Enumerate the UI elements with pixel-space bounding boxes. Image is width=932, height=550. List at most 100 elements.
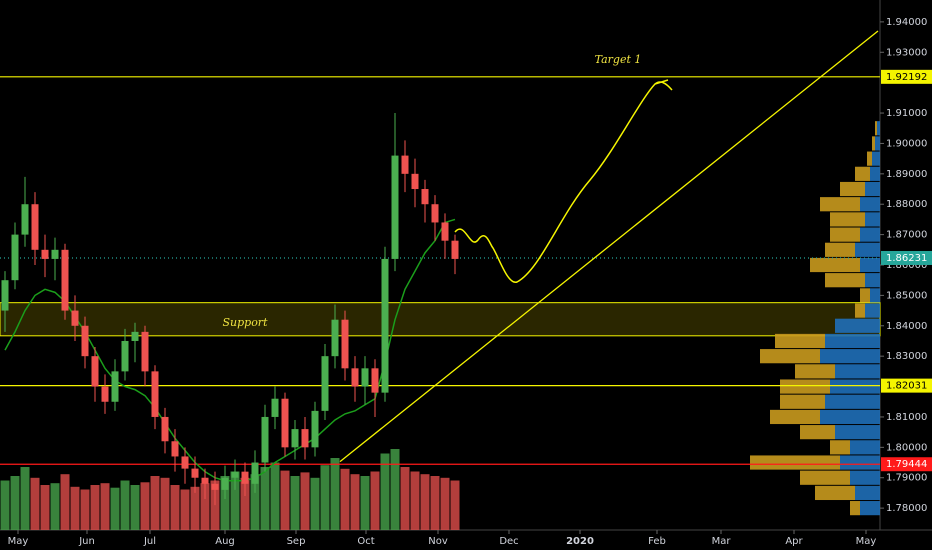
candle-body bbox=[411, 173, 419, 190]
x-tick-label: Mar bbox=[712, 536, 732, 547]
candle-body bbox=[131, 331, 139, 341]
candle-body bbox=[381, 258, 389, 393]
profile-down bbox=[810, 257, 860, 273]
profile-up bbox=[855, 485, 880, 501]
candle-body bbox=[41, 249, 49, 259]
y-tick-label: 1.89000 bbox=[886, 169, 927, 180]
candle-body bbox=[51, 249, 59, 259]
x-tick-label: Nov bbox=[428, 536, 448, 547]
profile-up bbox=[870, 288, 880, 303]
volume-bar bbox=[170, 485, 180, 530]
profile-up bbox=[865, 303, 880, 318]
volume-bar bbox=[300, 472, 310, 530]
level-label: 1.82031 bbox=[886, 381, 927, 392]
y-tick-label: 1.79000 bbox=[886, 473, 927, 484]
profile-up bbox=[835, 364, 880, 379]
volume-bar bbox=[240, 477, 250, 530]
candle-body bbox=[321, 356, 329, 411]
profile-down bbox=[815, 485, 855, 501]
volume-bar bbox=[150, 476, 160, 530]
volume-bar bbox=[160, 477, 170, 530]
volume-bar bbox=[280, 470, 290, 530]
volume-bar bbox=[320, 465, 330, 530]
volume-bar bbox=[130, 485, 140, 530]
candle-body bbox=[161, 416, 169, 442]
volume-bar bbox=[360, 476, 370, 530]
y-tick-label: 1.93000 bbox=[886, 47, 927, 58]
profile-down bbox=[780, 379, 830, 394]
profile-up bbox=[872, 151, 880, 166]
volume-bar bbox=[210, 480, 220, 530]
volume-bar bbox=[230, 471, 240, 530]
candle-body bbox=[181, 456, 189, 469]
volume-bar bbox=[390, 449, 400, 530]
volume-bar bbox=[40, 485, 50, 530]
profile-up bbox=[877, 121, 880, 136]
profile-up bbox=[865, 273, 880, 288]
profile-down bbox=[830, 212, 865, 227]
candle-body bbox=[121, 340, 129, 372]
volume-bar bbox=[70, 486, 80, 530]
profile-down bbox=[825, 242, 855, 257]
candle-body bbox=[281, 398, 289, 448]
profile-up bbox=[860, 257, 880, 273]
volume-bar bbox=[440, 477, 450, 530]
volume-bar bbox=[60, 474, 70, 530]
profile-down bbox=[825, 273, 865, 288]
candle-body bbox=[271, 398, 279, 417]
profile-down bbox=[840, 181, 865, 197]
volume-bar bbox=[450, 480, 460, 530]
candle-body bbox=[21, 204, 29, 235]
y-tick-label: 1.85000 bbox=[886, 290, 927, 301]
candle-body bbox=[441, 222, 449, 241]
volume-bar bbox=[0, 480, 10, 530]
volume-bar bbox=[420, 474, 430, 530]
level-tag bbox=[881, 457, 932, 472]
candle-body bbox=[211, 483, 219, 490]
profile-down bbox=[855, 303, 865, 318]
candle-body bbox=[61, 249, 69, 311]
volume-bar bbox=[10, 476, 20, 530]
profile-down bbox=[775, 333, 825, 349]
candle-body bbox=[71, 310, 79, 326]
profile-down bbox=[800, 425, 835, 440]
x-tick-label: 2020 bbox=[566, 536, 594, 547]
profile-down bbox=[800, 470, 850, 485]
volume-bar bbox=[220, 476, 230, 530]
volume-bar bbox=[410, 471, 420, 530]
volume-bar bbox=[140, 482, 150, 530]
profile-down bbox=[770, 409, 820, 425]
profile-down bbox=[875, 121, 877, 136]
y-tick-label: 1.88000 bbox=[886, 199, 927, 210]
support-annotation: Support bbox=[222, 316, 268, 329]
target-annotation: Target 1 bbox=[595, 53, 642, 66]
candle-body bbox=[361, 368, 369, 387]
x-tick-label: Feb bbox=[648, 536, 666, 547]
y-tick-label: 1.86000 bbox=[886, 260, 927, 271]
profile-up bbox=[855, 242, 880, 257]
candle-body bbox=[371, 368, 379, 393]
level-label: 1.92192 bbox=[886, 72, 927, 83]
x-tick-label: Jun bbox=[78, 536, 95, 547]
volume-bar bbox=[380, 453, 390, 530]
volume-bar bbox=[190, 486, 200, 530]
candle-body bbox=[451, 240, 459, 259]
x-tick-label: May bbox=[8, 536, 29, 547]
profile-up bbox=[820, 409, 880, 425]
candle-body bbox=[91, 356, 99, 387]
profile-down bbox=[820, 197, 860, 212]
volume-bar bbox=[430, 476, 440, 530]
profile-up bbox=[860, 197, 880, 212]
candle-body bbox=[341, 319, 349, 369]
volume-bar bbox=[100, 483, 110, 530]
candle-body bbox=[151, 371, 159, 417]
x-tick-label: Jul bbox=[143, 536, 156, 547]
candle-body bbox=[241, 471, 249, 484]
candle-body bbox=[31, 204, 39, 250]
trendline bbox=[339, 30, 879, 463]
projection-drawing bbox=[454, 79, 673, 283]
y-tick-label: 1.90000 bbox=[886, 138, 927, 149]
level-tag bbox=[881, 378, 932, 393]
candle-body bbox=[251, 462, 259, 484]
